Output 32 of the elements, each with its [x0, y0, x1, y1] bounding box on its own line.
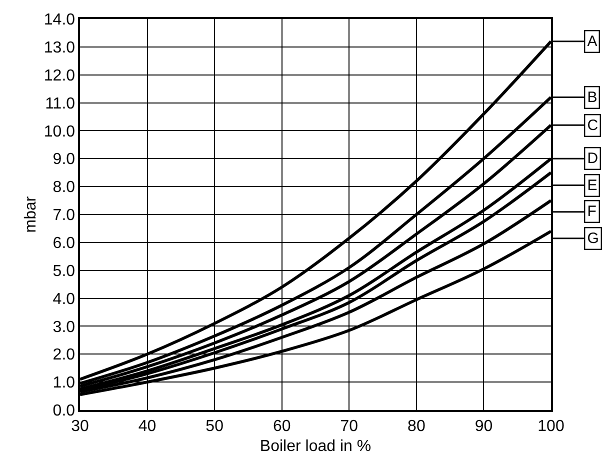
x-tick-label: 60 [272, 418, 291, 435]
y-tick-label: 3.0 [52, 318, 76, 336]
x-tick-label: 50 [206, 418, 224, 435]
x-tick-label: 30 [71, 418, 89, 435]
y-tick-label: 12.0 [44, 67, 76, 84]
y-axis-title: mbar [22, 196, 40, 233]
x-tick-label: 90 [474, 418, 493, 435]
y-tick-label: 1.0 [52, 374, 76, 392]
legend-label: B [587, 89, 598, 106]
y-tick-label: 7.0 [52, 207, 76, 224]
x-tick-label: 70 [340, 418, 358, 435]
x-axis-title: Boiler load in % [260, 438, 372, 456]
y-tick-label: 14.0 [44, 12, 76, 29]
legend-label: C [587, 117, 598, 134]
y-tick-label: 0.0 [52, 402, 76, 420]
x-tick-label: 40 [138, 418, 156, 435]
legend-label: E [587, 177, 598, 194]
x-tick-label: 80 [408, 418, 426, 435]
y-tick-label: 13.0 [44, 40, 76, 57]
legend-label: F [587, 203, 596, 220]
y-tick-label: 5.0 [52, 262, 76, 280]
y-tick-label: 10.0 [44, 123, 76, 140]
y-tick-label: 9.0 [52, 151, 76, 168]
y-tick-label: 8.0 [52, 179, 76, 196]
legend-label: A [587, 33, 598, 50]
y-tick-label: 11.0 [45, 95, 76, 112]
x-tick-label: 100 [538, 418, 564, 435]
y-tick-label: 6.0 [52, 235, 76, 252]
legend-label: G [587, 230, 599, 248]
y-tick-label: 4.0 [52, 290, 76, 308]
legend-label: D [587, 150, 598, 168]
y-tick-label: 2.0 [52, 346, 76, 364]
